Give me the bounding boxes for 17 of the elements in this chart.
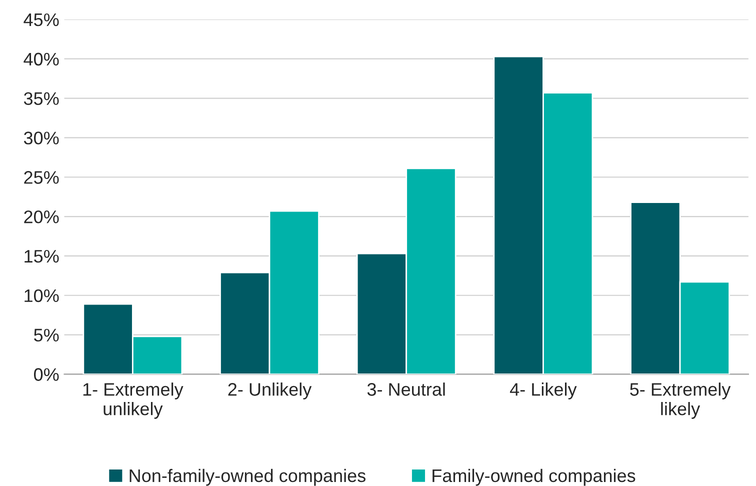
y-tick-label: 25%: [24, 171, 59, 184]
x-tick-label: 2- Unlikely: [228, 382, 312, 400]
legend-label: Non-family-owned companies: [130, 468, 366, 486]
y-tick-label: 10%: [24, 289, 59, 302]
x-tick-label: 4- Likely: [510, 382, 577, 400]
y-tick-label: 45%: [24, 13, 59, 26]
y-tick-label: 5%: [34, 328, 59, 342]
y-tick-label: 15%: [24, 250, 59, 263]
x-tick-label: 1- Extremely unlikely: [83, 382, 184, 419]
legend-label: Family-owned companies: [432, 468, 636, 486]
y-tick-label: 0%: [34, 368, 59, 381]
y-tick-label: 20%: [24, 210, 59, 224]
y-tick-label: 35%: [24, 92, 59, 105]
x-tick-label: 3- Neutral: [367, 382, 445, 396]
y-tick-label: 40%: [24, 52, 59, 66]
x-tick-label: 5- Extremely likely: [630, 382, 731, 419]
y-tick-label: 30%: [24, 132, 59, 144]
